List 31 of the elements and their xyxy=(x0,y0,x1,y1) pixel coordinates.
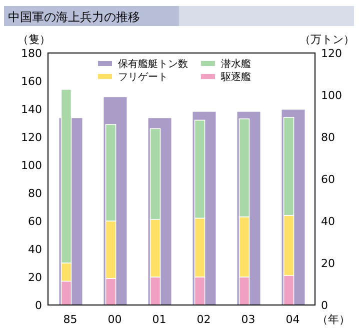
y-tick-label: 40 xyxy=(28,243,42,256)
x-tick-label: 01 xyxy=(152,313,166,326)
y-tick-label: 120 xyxy=(21,131,42,144)
y2-axis-title: （万トン） xyxy=(300,33,354,46)
y-tick-label: 0 xyxy=(35,299,42,312)
y-tick-label: 20 xyxy=(28,271,42,284)
x-tick-label: 02 xyxy=(196,313,211,326)
x-tick-label: 85 xyxy=(63,313,78,326)
y2-tick-label: 0 xyxy=(321,299,328,312)
x-tick-label: 04 xyxy=(286,313,300,326)
legend-label: 駆逐艦 xyxy=(220,71,251,83)
y2-tick-label: 80 xyxy=(321,131,335,144)
chart-title: 中国軍の海上兵力の推移 xyxy=(8,10,140,24)
y2-tick-label: 40 xyxy=(321,215,335,228)
x-tick-label: 00 xyxy=(108,313,122,326)
x-axis-title: （年） xyxy=(317,313,350,326)
x-tick-label: 03 xyxy=(241,313,256,326)
y-tick-label: 100 xyxy=(21,159,42,172)
y2-tick-label: 100 xyxy=(321,89,342,102)
y-tick-label: 180 xyxy=(21,47,42,60)
y-tick-label: 80 xyxy=(28,187,42,200)
legend-label: 潜水艦 xyxy=(221,58,251,70)
y-tick-label: 160 xyxy=(21,75,42,88)
y2-tick-label: 20 xyxy=(321,257,335,270)
y-axis-title: （隻） xyxy=(18,33,50,46)
y2-tick-label: 60 xyxy=(321,173,335,186)
y2-tick-label: 120 xyxy=(321,47,342,60)
legend-label: フリゲート xyxy=(118,72,168,83)
legend-label: 保有艦艇トン数 xyxy=(118,58,188,70)
y-tick-label: 60 xyxy=(28,215,42,228)
y-tick-label: 140 xyxy=(21,103,42,116)
